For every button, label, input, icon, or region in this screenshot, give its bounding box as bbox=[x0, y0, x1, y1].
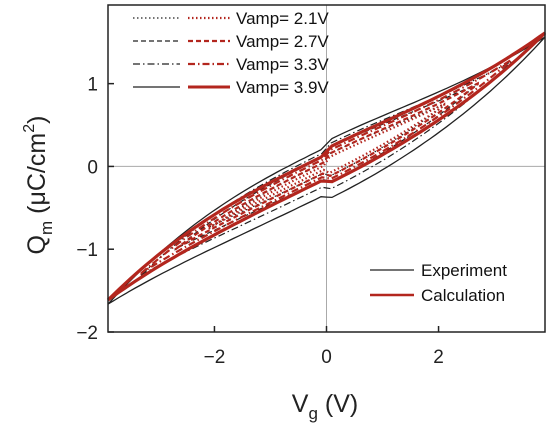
series-calculation-3p3v bbox=[140, 57, 513, 276]
legend: Vamp= 2.1V Vamp= 2.7V Vamp= 3.3V Vamp= 3.9V… bbox=[133, 9, 507, 305]
y-axis-title: Qm (μC/cm2) bbox=[21, 116, 56, 255]
x-axis-title-sub: g bbox=[308, 404, 317, 423]
x-tick-label: −2 bbox=[204, 347, 226, 368]
series-calculation-2p7v bbox=[174, 81, 479, 252]
y-tick-label: 0 bbox=[87, 157, 98, 178]
x-tick-label: 0 bbox=[321, 347, 332, 368]
x-tick-label: 2 bbox=[433, 347, 444, 368]
legend-type-label: Experiment bbox=[421, 261, 507, 280]
y-tick-label: 1 bbox=[87, 75, 98, 96]
legend-type-label: Calculation bbox=[421, 286, 505, 305]
ticks: −2 0 2 −2 −1 0 1 bbox=[76, 75, 444, 368]
legend-amplitude-label: Vamp= 3.9V bbox=[236, 78, 329, 97]
x-axis-title-main: V bbox=[292, 390, 309, 418]
y-axis-title-unit-pre: (μC/cm bbox=[23, 133, 51, 221]
y-axis-title-main: Q bbox=[23, 235, 51, 254]
y-axis-title-sup: 2 bbox=[21, 124, 38, 133]
legend-amplitude-label: Vamp= 2.7V bbox=[236, 32, 329, 51]
y-axis-title-sub: m bbox=[37, 221, 56, 235]
y-tick-label: −2 bbox=[76, 323, 98, 344]
legend-amplitude-label: Vamp= 3.3V bbox=[236, 55, 329, 74]
legend-amplitude-label: Vamp= 2.1V bbox=[236, 9, 329, 28]
y-axis-title-unit-post: ) bbox=[23, 116, 51, 124]
x-axis-title: Vg (V) bbox=[292, 390, 358, 423]
zero-lines bbox=[108, 5, 545, 332]
y-tick-label: −1 bbox=[76, 240, 98, 261]
series-experiment-3p3v bbox=[141, 60, 512, 277]
x-axis-title-unit: (V) bbox=[318, 390, 358, 418]
